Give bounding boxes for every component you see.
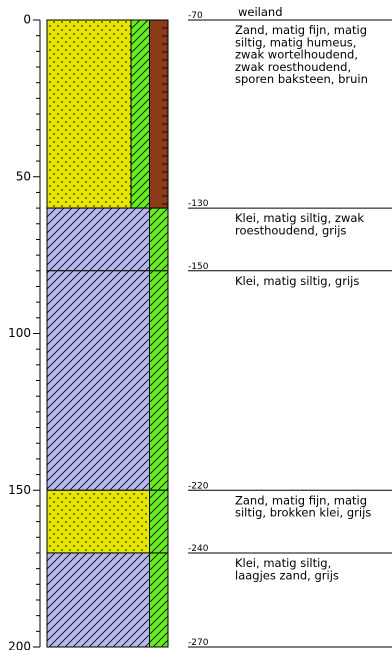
layer-column (47, 208, 150, 271)
layer-column (150, 553, 169, 647)
tick-label: 50 (16, 169, 31, 183)
layer-description: sporen baksteen, bruin (235, 72, 368, 86)
layer-column (47, 553, 150, 647)
layer-description: laagjes zand, grijs (235, 568, 339, 582)
layer-column (47, 20, 131, 208)
tick-label: 100 (8, 326, 31, 340)
level-label: -70 (188, 11, 203, 21)
surface-label: weiland (238, 5, 283, 19)
level-label: -270 (188, 638, 209, 648)
layer-description: Klei, matig siltig, grijs (235, 274, 359, 288)
layer-column (47, 271, 150, 490)
level-label: -150 (188, 262, 209, 272)
tick-label: 150 (8, 483, 31, 497)
layer-column (131, 20, 150, 208)
layer-column (47, 490, 150, 553)
layer-column (150, 208, 169, 271)
layer-column (150, 20, 169, 208)
layer-description: siltig, brokken klei, grijs (235, 506, 371, 520)
tick-label: 0 (23, 13, 31, 27)
level-label: -130 (188, 199, 209, 209)
tick-label: 200 (8, 640, 31, 650)
level-label: -240 (188, 544, 209, 554)
layer-description: roesthoudend, grijs (235, 223, 346, 237)
layer-column (150, 490, 169, 553)
level-label: -220 (188, 481, 209, 491)
borehole-log: weiland 050100150200-70Zand, matig fijn,… (0, 0, 392, 650)
layer-column (150, 271, 169, 490)
